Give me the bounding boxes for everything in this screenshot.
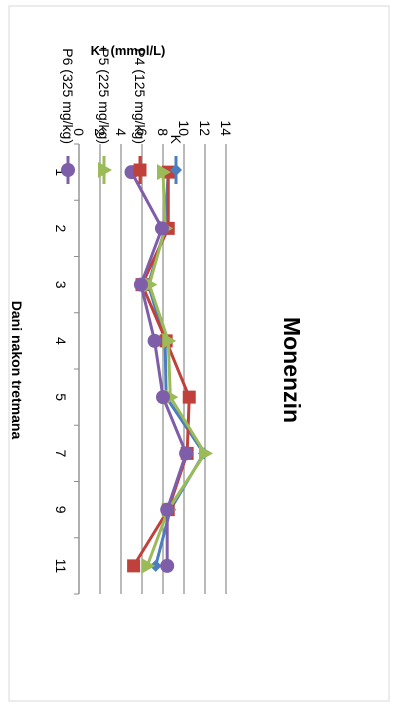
chart-title: Monenzin (279, 317, 305, 423)
x-tick-label: 9 (53, 506, 69, 514)
y-axis-label: K⁺ (mmol/L) (91, 43, 166, 58)
y-tick-label: 12 (197, 120, 213, 136)
data-point (133, 277, 148, 292)
x-tick-label: 7 (53, 449, 69, 457)
legend-marker (98, 162, 112, 178)
x-tick-label: 3 (53, 281, 69, 289)
x-axis-label: Dani nakon tretmana (9, 301, 25, 440)
series-line (145, 172, 207, 567)
y-tick-label: 0 (71, 128, 87, 136)
x-tick-label: 11 (53, 559, 69, 574)
legend-label: K (168, 135, 184, 145)
data-point (143, 276, 158, 293)
data-point (182, 390, 196, 404)
data-point (160, 558, 175, 573)
x-tick-label: 1 (53, 168, 69, 176)
legend-marker (133, 163, 147, 177)
x-tick-label: 5 (53, 393, 69, 401)
y-tick-label: 2 (92, 128, 108, 136)
legend-item: P5 (225 mg/kg) (96, 48, 112, 184)
x-tick-label: 2 (53, 224, 69, 232)
y-tick-label: 6 (134, 128, 150, 136)
data-point (127, 559, 141, 573)
data-point (162, 332, 177, 349)
y-tick-label: 10 (176, 120, 192, 136)
legend-marker (61, 163, 75, 177)
data-point (179, 446, 194, 461)
legend-label: P6 (325 mg/kg) (60, 48, 76, 144)
data-point (149, 559, 162, 572)
legend-item: P6 (325 mg/kg) (60, 48, 76, 184)
series-line (130, 171, 188, 566)
y-tick-label: 4 (113, 128, 129, 136)
x-tick-label: 4 (53, 337, 69, 345)
series-3 (124, 165, 194, 573)
legend-marker (170, 164, 182, 176)
legend-label: P5 (225 mg/kg) (96, 48, 112, 144)
legend-item: P4 (125 mg/kg) (132, 48, 148, 184)
data-point (199, 445, 213, 462)
data-point (147, 333, 162, 348)
legend-item: K (168, 135, 184, 184)
chart-border (8, 5, 390, 702)
y-tick-label: 8 (155, 128, 171, 136)
data-point (141, 557, 156, 574)
data-point (156, 390, 170, 405)
y-tick-label: 14 (218, 120, 234, 136)
data-point (154, 221, 169, 236)
data-point (160, 502, 175, 517)
data-point (157, 164, 171, 181)
legend-label: P4 (125 mg/kg) (132, 48, 148, 144)
